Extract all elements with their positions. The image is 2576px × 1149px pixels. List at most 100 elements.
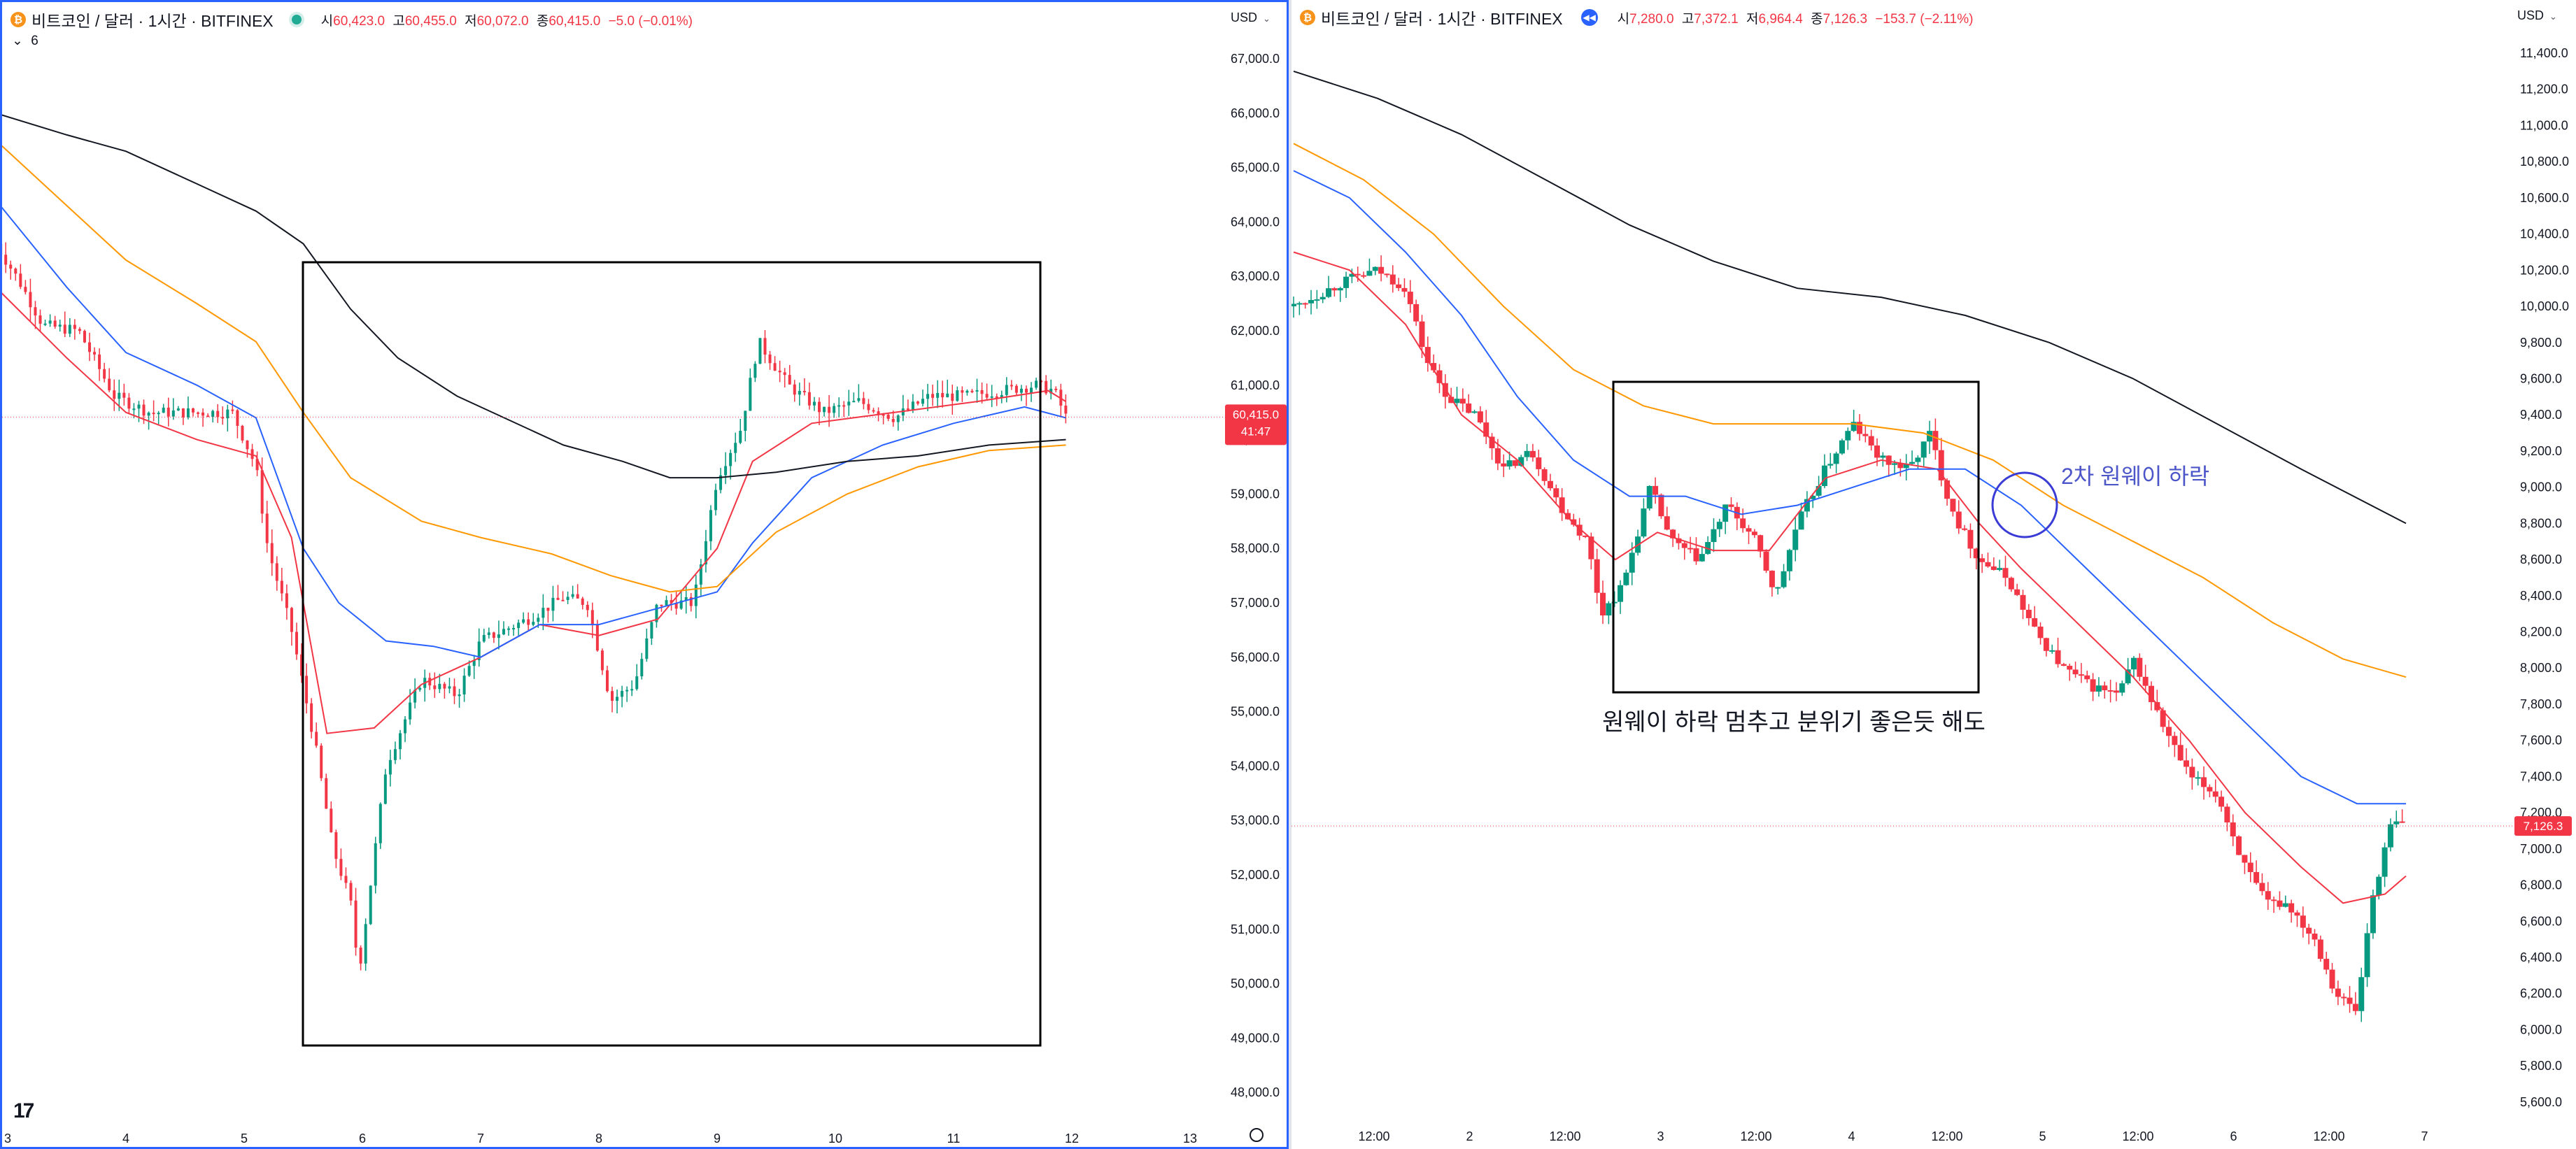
candle-body (847, 401, 851, 406)
right-price-chart[interactable]: 11,400.0 11,200.0 11,000.0 10,800.0 10,600.0… (1291, 0, 2576, 1149)
candle-body (798, 390, 801, 395)
candle-body (1944, 480, 1951, 499)
candle-body (965, 390, 969, 393)
candle-body (226, 409, 229, 419)
x-axis-tick-label: 12:00 (1740, 1129, 1771, 1143)
candle-body (837, 405, 841, 407)
pane-divider[interactable] (1289, 0, 1291, 1149)
indicators-toggle[interactable]: ⌄ 6 (12, 33, 38, 49)
candle-body (2370, 895, 2376, 934)
chevron-down-icon[interactable]: ⌄ (12, 34, 23, 48)
candle-body (1343, 276, 1350, 288)
candle-body (1676, 538, 1682, 543)
candle-body (1850, 422, 1857, 431)
candle-body (300, 654, 304, 676)
y-axis-tick-label: 62,000.0 (1231, 324, 1280, 338)
candle-body (1746, 528, 1752, 532)
candle-body (305, 676, 309, 704)
change-value: −153.7 (−2.11%) (1875, 11, 1974, 27)
candle-body (162, 407, 165, 413)
y-axis-tick-label: 8,200.0 (2520, 625, 2562, 639)
candle-body (404, 719, 407, 734)
candle-body (828, 406, 831, 413)
candle-body (147, 413, 150, 416)
currency-selector[interactable]: USD ⌄ (1231, 10, 1271, 25)
candle-body (2218, 797, 2225, 807)
candle-body (2300, 915, 2306, 928)
candle-body (255, 459, 259, 471)
candle-body (2014, 589, 2021, 595)
left-chart-pane[interactable]: ₿ 비트코인 / 달러 · 1시간 · BITFINEX 시60,423.0 고… (0, 0, 1289, 1149)
candle-body (1775, 587, 1781, 589)
change-value: −5.0 (−0.01%) (608, 13, 693, 29)
candle-body (142, 404, 146, 416)
candle-body (2323, 959, 2330, 970)
candle-body (1401, 287, 1408, 292)
candle-body (581, 598, 584, 605)
candle-body (1594, 559, 1600, 593)
candle-body (739, 430, 742, 443)
candle-body (157, 413, 160, 415)
candle-body (1547, 480, 1553, 489)
x-axis-tick-label: 6 (2230, 1129, 2237, 1143)
candle-body (2084, 675, 2090, 680)
candle-body (467, 666, 471, 676)
candle-body (1010, 385, 1013, 387)
candle-body (1600, 592, 1606, 616)
candle-body (2347, 997, 2353, 1004)
candle-body (103, 369, 106, 379)
candle-body (1938, 450, 1944, 480)
candle-body (330, 808, 333, 833)
candle-body (413, 690, 417, 703)
x-axis-tick-label: 9 (714, 1132, 721, 1146)
market-status-icon[interactable] (291, 15, 302, 24)
open-value: 7,280.0 (1629, 11, 1674, 27)
left-symbol-title[interactable]: 비트코인 / 달러 · 1시간 · BITFINEX (31, 12, 274, 30)
candle-body (1897, 463, 1904, 469)
candle-body (1483, 422, 1489, 437)
candle-body (472, 660, 476, 666)
open-label: 시 (1617, 11, 1630, 27)
candle-body (2177, 745, 2184, 761)
candle-body (127, 397, 131, 409)
chevron-down-icon: ⌄ (1263, 13, 1271, 24)
tradingview-logo[interactable]: 17 (13, 1099, 34, 1122)
candle-body (1646, 485, 1653, 509)
candle-body (364, 924, 367, 964)
candle-body (24, 287, 27, 292)
candle-body (2137, 657, 2143, 677)
candle-body (635, 676, 639, 690)
y-axis-tick-label: 5,800.0 (2520, 1059, 2562, 1073)
candle-body (1448, 397, 1455, 404)
candle-body (1518, 457, 1524, 466)
candle-body (595, 625, 599, 651)
candle-body (714, 490, 718, 511)
candle-body (418, 687, 422, 690)
candle-body (1296, 303, 1303, 305)
candle-body (621, 690, 624, 697)
candle-body (409, 702, 412, 720)
candle-body (665, 600, 668, 606)
right-symbol-title[interactable]: 비트코인 / 달러 · 1시간 · BITFINEX (1321, 10, 1563, 28)
candle-body (2265, 891, 2271, 900)
candle-body (1291, 304, 1296, 307)
candle-body (2055, 650, 2061, 664)
candle-body (339, 859, 343, 876)
candle-body (38, 315, 42, 324)
candle-body (2148, 685, 2154, 702)
candle-body (1927, 431, 1933, 442)
candle-body (2376, 876, 2382, 896)
candle-body (1979, 558, 1986, 562)
y-axis-tick-label: 57,000.0 (1231, 596, 1280, 610)
y-axis-tick-label: 10,600.0 (2520, 191, 2569, 205)
left-price-chart[interactable]: 67,000.0 66,000.0 65,000.0 64,000.0 63,000.0… (2, 2, 1287, 1147)
replay-icon[interactable]: ◀◀ (1580, 9, 1598, 26)
moving-average-line-orange (1293, 143, 2407, 678)
candle-body (87, 342, 91, 352)
candle-body (438, 683, 441, 690)
currency-selector[interactable]: USD ⌄ (2517, 8, 2557, 23)
candle-body (2282, 903, 2288, 907)
candle-body (2184, 760, 2190, 767)
candle-body (58, 324, 62, 327)
right-chart-pane[interactable]: ₿ 비트코인 / 달러 · 1시간 · BITFINEX ◀◀ 시7,280.0… (1291, 0, 2576, 1149)
